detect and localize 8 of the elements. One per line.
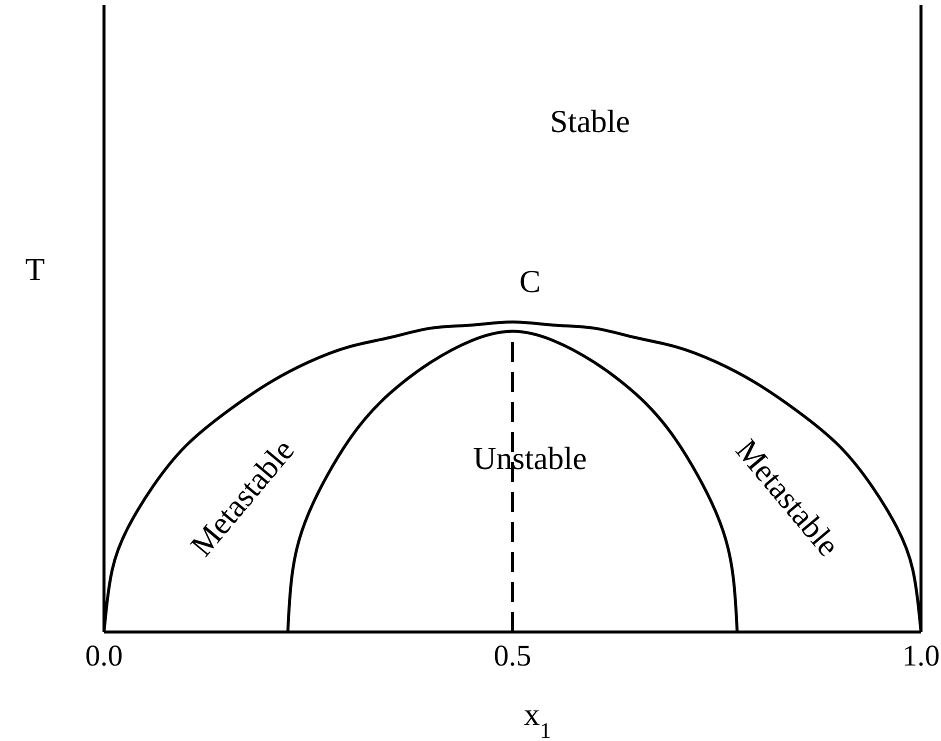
text: Stable (550, 103, 630, 140)
x-axis-title: x$_{1}$ (524, 696, 552, 741)
annotation: Unstable (473, 440, 587, 476)
x-tick-label: 1.0 (902, 639, 940, 672)
x-tick-label: 0.0 (85, 639, 123, 672)
text: C (519, 263, 541, 300)
y-axis-title: T (25, 251, 46, 287)
x-tick-label: 0.5 (494, 639, 532, 672)
